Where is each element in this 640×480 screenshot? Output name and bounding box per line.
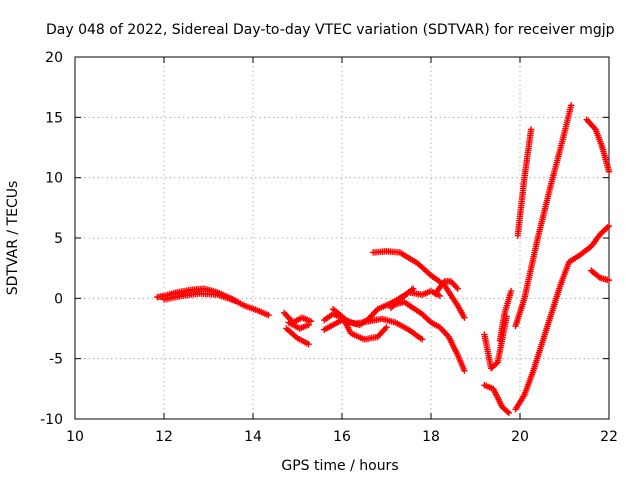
- series-arc-1: [154, 285, 272, 319]
- data-point-marker: [493, 360, 500, 367]
- y-axis-label: SDTVAR / TECUs: [5, 181, 21, 296]
- series-arc-19: [583, 116, 613, 175]
- data-point-marker: [461, 367, 468, 374]
- series-arc-11: [392, 298, 468, 374]
- x-tick-label: 12: [155, 429, 173, 445]
- y-tick-label: 10: [45, 171, 63, 187]
- x-axis-label: GPS time / hours: [281, 458, 398, 474]
- chart-title: Day 048 of 2022, Sidereal Day-to-day VTE…: [46, 22, 615, 38]
- series-arc-16: [512, 222, 613, 413]
- series-layer: [154, 102, 613, 417]
- y-tick-label: 20: [45, 50, 63, 66]
- data-point-marker: [461, 314, 468, 321]
- x-tick-label: 20: [511, 429, 529, 445]
- series-arc-4: [283, 325, 312, 348]
- x-tick-label: 22: [600, 429, 618, 445]
- y-tick-label: -10: [40, 412, 63, 428]
- data-point-marker: [307, 318, 315, 325]
- data-point-marker: [383, 324, 390, 331]
- data-point-marker: [527, 126, 535, 133]
- x-tick-label: 10: [66, 429, 84, 445]
- data-point-marker: [605, 277, 613, 284]
- series-arc-8: [329, 305, 390, 343]
- x-tick-label: 18: [422, 429, 440, 445]
- data-point-marker: [507, 287, 515, 295]
- x-tick-label: 16: [333, 429, 351, 445]
- x-tick-label: 14: [244, 429, 262, 445]
- data-point-marker: [504, 408, 511, 415]
- data-point-marker: [505, 409, 513, 417]
- data-point-marker: [265, 312, 272, 319]
- series-arc-5: [285, 319, 312, 332]
- series-arc-12: [432, 278, 461, 297]
- grid-layer: [75, 57, 609, 419]
- y-tick-label: 0: [54, 291, 63, 307]
- tick-layer: 10 12 14 16 18 20 22 20 15 10 5 0 -5 -10: [40, 50, 618, 445]
- data-point-marker: [232, 297, 239, 304]
- series-arc-14: [496, 287, 515, 344]
- series-arc-9: [369, 248, 468, 321]
- series-arc-15: [481, 382, 513, 417]
- data-point-marker: [454, 285, 461, 292]
- data-point-marker: [436, 292, 444, 300]
- series-arc-20: [588, 267, 613, 284]
- data-point-marker: [305, 340, 312, 348]
- data-point-marker: [305, 321, 312, 329]
- y-tick-label: 15: [45, 110, 63, 126]
- series-arc-18: [514, 126, 535, 239]
- data-point-marker: [605, 222, 613, 230]
- series-arc-2: [160, 290, 239, 304]
- y-tick-label: 5: [54, 231, 63, 247]
- y-tick-label: -5: [49, 352, 63, 368]
- data-point-marker: [605, 168, 613, 175]
- data-point-marker: [418, 336, 426, 343]
- series-arc-17: [512, 102, 575, 330]
- data-point-marker: [567, 102, 575, 109]
